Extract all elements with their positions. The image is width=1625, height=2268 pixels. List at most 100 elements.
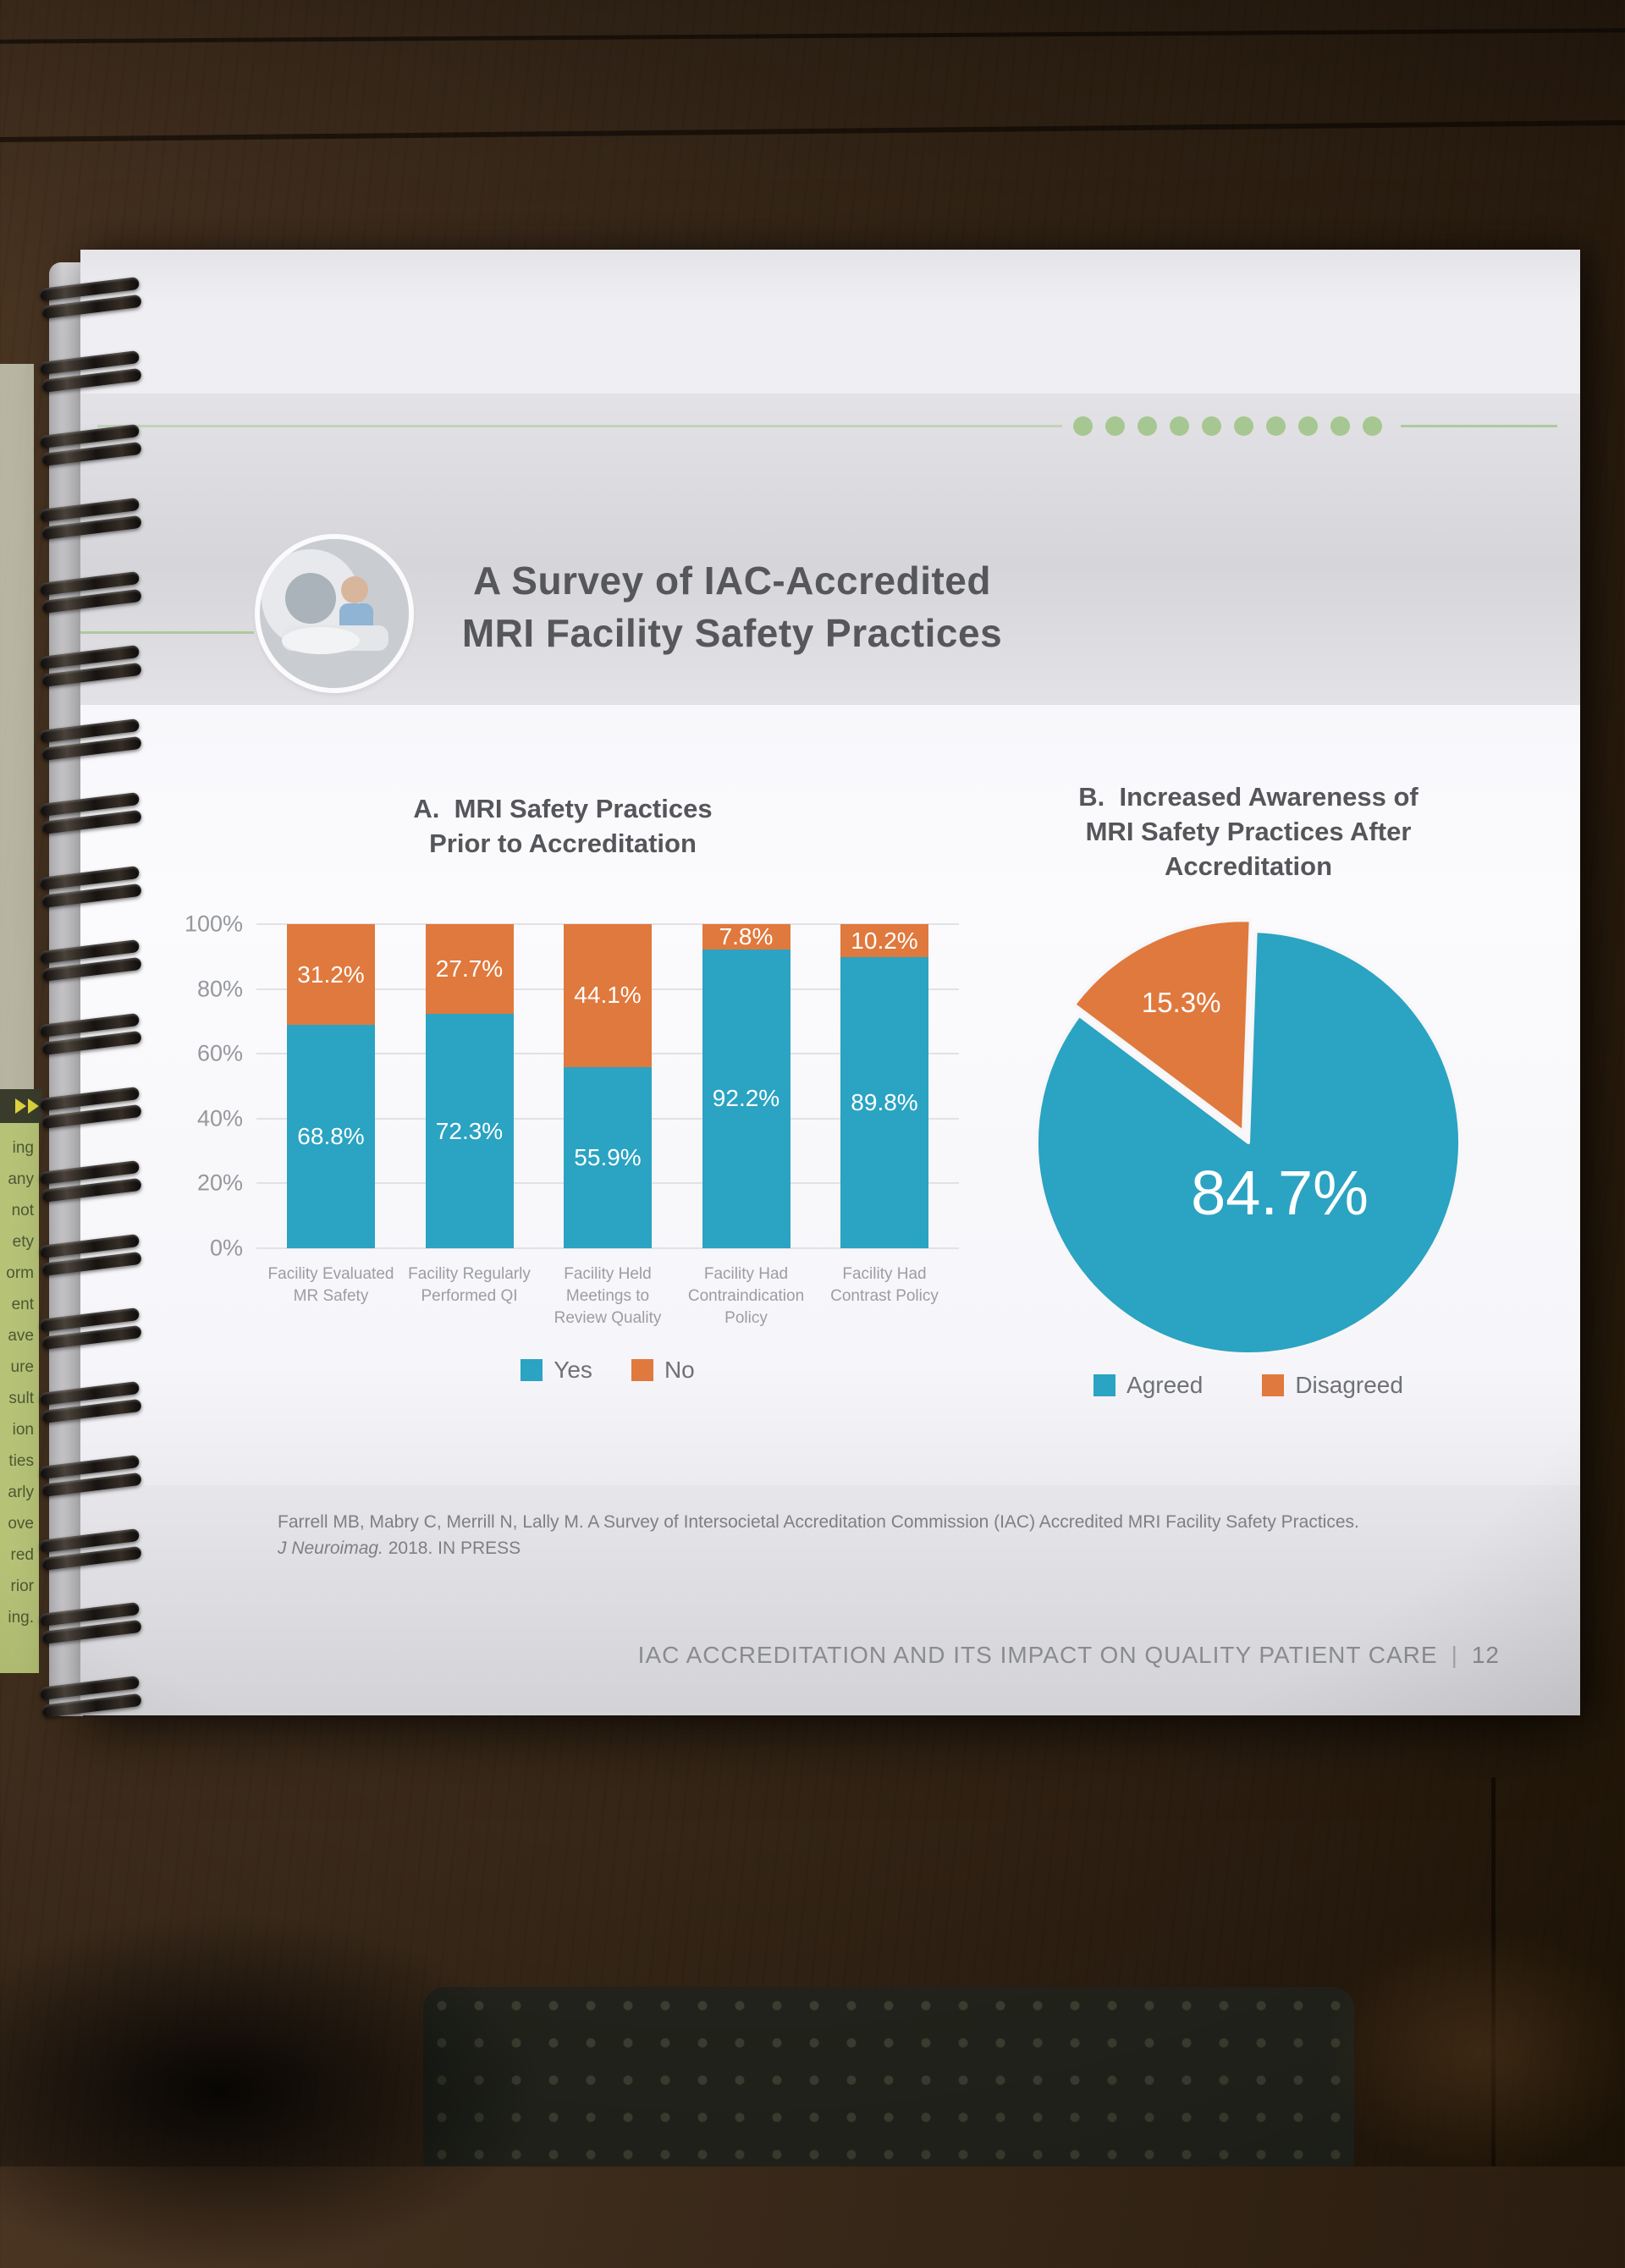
side-page-fragment: any (8, 1170, 34, 1188)
green-accent-line (1401, 425, 1557, 427)
wood-highlight (1320, 1929, 1625, 2175)
page-title-line1: A Survey of IAC-Accredited (473, 559, 991, 603)
legend-swatch (521, 1359, 543, 1381)
side-page-fragment: ave (8, 1327, 34, 1345)
y-axis-label: 40% (196, 1105, 243, 1131)
bar-segment-yes: 89.8% (840, 957, 928, 1248)
bar-segment-yes: 72.3% (425, 1014, 514, 1248)
legend-item-no: No (631, 1357, 695, 1384)
chart-a-title-line2: Prior to Accreditation (429, 828, 697, 858)
underlying-green-page (0, 1089, 39, 1673)
bar-segment-no: 10.2% (840, 924, 928, 958)
footer-page-number: 12 (1471, 1642, 1500, 1668)
bar-segment-no: 31.2% (287, 924, 375, 1026)
legend-swatch (631, 1359, 653, 1381)
underlying-page-edge (0, 364, 34, 1092)
x-category-label: Facility Regularly Performed QI (408, 1265, 531, 1305)
y-axis-label: 80% (196, 976, 243, 1002)
chart-b-title: B. Increased Awareness of MRI Safety Pra… (978, 779, 1519, 884)
double-chevron-right-icon (0, 1089, 42, 1123)
bar-chart-legend: Yes No (256, 1357, 959, 1384)
bar-value-label: 72.3% (435, 1117, 504, 1144)
side-page-fragment: ion (12, 1421, 34, 1439)
bar-value-label: 44.1% (574, 982, 642, 1009)
decorative-dot (1266, 416, 1286, 436)
bar-chart: 31.2% 68.8% 27.7% 72.3% 44.1% 55.9% 7.8% 92.2% 1… (256, 923, 959, 1249)
legend-label: Yes (554, 1357, 592, 1383)
bar-segment-no: 7.8% (702, 924, 790, 950)
y-axis-label: 20% (196, 1170, 243, 1196)
y-axis-label: 0% (209, 1235, 243, 1261)
table-shadow (0, 1913, 542, 2268)
bar-segment-yes: 55.9% (564, 1066, 652, 1248)
gridline (256, 1247, 959, 1249)
side-page-fragment: not (11, 1202, 34, 1219)
bar-groups: 31.2% 68.8% 27.7% 72.3% 44.1% 55.9% 7.8% 92.2% 1… (256, 924, 959, 1248)
decorative-dot (1363, 416, 1382, 436)
booklet-page: A Survey of IAC-Accredited MRI Facility … (80, 250, 1580, 1715)
side-page-fragment: ure (10, 1358, 34, 1376)
side-page-fragment: arly (8, 1484, 34, 1501)
bar-value-label: 7.8% (719, 922, 774, 950)
pie-value-label-agreed: 84.7% (1191, 1158, 1369, 1228)
decorative-dot (1298, 416, 1318, 436)
pie-chart: 84.7% 15.3% (1035, 918, 1462, 1356)
perforated-panel (423, 1987, 1354, 2166)
side-page-fragment: sult (8, 1390, 34, 1407)
decorative-dot (1202, 416, 1221, 436)
mri-photo-illustration (260, 539, 409, 688)
bar-group: 27.7% 72.3% (425, 924, 514, 1248)
wood-seam (1491, 1777, 1496, 2166)
bar-segment-no: 44.1% (564, 924, 652, 1067)
bar-value-label: 92.2% (712, 1085, 780, 1112)
decorative-dot (1234, 416, 1253, 436)
green-accent-line (97, 425, 1062, 427)
pie-value-label-disagreed: 15.3% (1142, 987, 1221, 1018)
citation-line2-rest: 2018. IN PRESS (388, 1539, 521, 1558)
bar-group: 10.2% 89.8% (840, 924, 928, 1248)
page-title: A Survey of IAC-Accredited MRI Facility … (419, 554, 1045, 659)
bar-group: 7.8% 92.2% (702, 924, 790, 1248)
mri-photo (260, 539, 409, 688)
chevron-icon (15, 1098, 26, 1114)
pie-slice-disagreed (1072, 918, 1253, 1134)
bar-group: 44.1% 55.9% (564, 924, 652, 1248)
bar-chart-y-axis: 0% 20% 40% 60% 80% 100% (165, 911, 243, 1261)
bar-chart-x-labels: Facility Evaluated MR Safety Facility Reg… (256, 1263, 959, 1329)
page-footer: IAC ACCREDITATION AND ITS IMPACT ON QUAL… (638, 1642, 1500, 1669)
side-page-fragment: red (10, 1546, 34, 1564)
bar-group: 31.2% 68.8% (287, 924, 375, 1248)
page-title-line2: MRI Facility Safety Practices (461, 611, 1003, 655)
bar-value-label: 31.2% (297, 961, 365, 988)
decorative-dots (1073, 416, 1382, 436)
journal-name: J Neuroimag. (278, 1539, 383, 1558)
photo-scene: ing any not ety orm ent ave ure sult ion ties arly o… (0, 0, 1625, 2166)
x-category-label: Facility Had Contrast Policy (830, 1265, 939, 1305)
chart-b-title-line3: Accreditation (1164, 851, 1333, 881)
side-page-fragment: ties (8, 1452, 34, 1470)
footer-separator: | (1451, 1642, 1458, 1668)
decorative-dot (1138, 416, 1157, 436)
citation: Farrell MB, Mabry C, Merrill N, Lally M.… (278, 1509, 1395, 1561)
citation-line1: Farrell MB, Mabry C, Merrill N, Lally M.… (278, 1512, 1359, 1532)
chart-b-title-line1: B. Increased Awareness of (1078, 782, 1418, 812)
green-accent-line (80, 631, 254, 634)
legend-item-agreed: Agreed (1093, 1372, 1203, 1399)
legend-swatch (1262, 1374, 1285, 1396)
bar-value-label: 10.2% (851, 927, 918, 954)
bar-segment-no: 27.7% (425, 924, 514, 1015)
side-page-fragment: ing. (8, 1609, 34, 1627)
decorative-dot (1073, 416, 1093, 436)
chevron-icon (28, 1098, 39, 1114)
side-page-fragment: ety (12, 1233, 34, 1251)
page-bottom-strip (80, 1485, 1580, 1715)
footer-text: IAC ACCREDITATION AND ITS IMPACT ON QUAL… (637, 1642, 1438, 1668)
legend-item-disagreed: Disagreed (1262, 1372, 1403, 1399)
x-category-label: Facility Held Meetings to Review Quality (554, 1265, 662, 1327)
chart-a-title: A. MRI Safety Practices Prior to Accredi… (300, 791, 825, 861)
bar-segment-yes: 92.2% (702, 949, 790, 1248)
bar-value-label: 55.9% (574, 1143, 642, 1170)
underlying-page-text: ing any not ety orm ent ave ure sult ion ties arly o… (0, 1132, 39, 1633)
legend-item-yes: Yes (521, 1357, 592, 1384)
legend-label: No (664, 1357, 695, 1383)
